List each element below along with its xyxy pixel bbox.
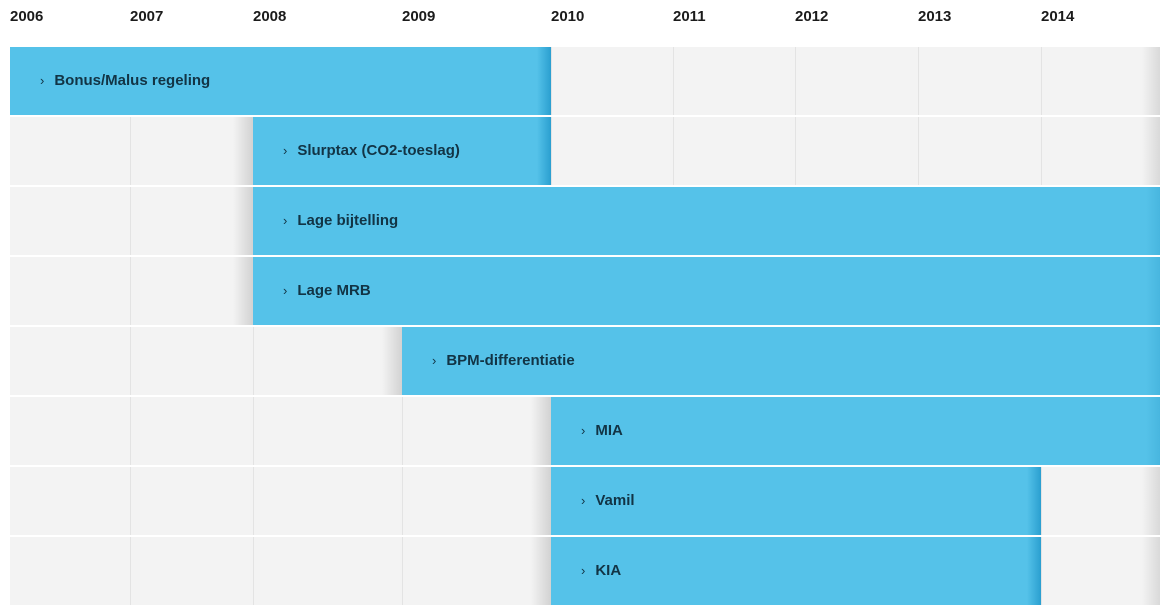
bar-label[interactable]: Lage MRB [283,257,370,325]
timeline-row: KIA [10,537,1160,605]
grid-line [130,327,131,395]
year-label: 2010 [551,8,585,25]
bar-shadow [531,467,551,535]
year-label: 2013 [918,8,952,25]
bar-label[interactable]: KIA [581,537,621,605]
grid-line [551,117,552,185]
grid-line [130,257,131,325]
timeline-bar [253,187,1160,255]
grid-line [402,397,403,465]
bar-shadow [382,327,402,395]
grid-line [1041,47,1042,115]
grid-line [253,537,254,605]
grid-line [130,117,131,185]
grid-line [253,467,254,535]
year-label: 2006 [10,8,44,25]
bar-label[interactable]: Vamil [581,467,634,535]
grid-line [130,467,131,535]
timeline-row: Lage MRB [10,257,1160,325]
grid-line [795,47,796,115]
grid-line [673,47,674,115]
grid-line [1041,537,1042,605]
bar-shadow [233,117,253,185]
year-label: 2008 [253,8,287,25]
row-fade [1142,47,1160,115]
row-fade [1142,117,1160,185]
timeline-row: Vamil [10,467,1160,535]
bar-shadow [233,187,253,255]
grid-line [402,537,403,605]
grid-line [1041,467,1042,535]
grid-line [130,537,131,605]
bar-label[interactable]: Slurptax (CO2-toeslag) [283,117,460,185]
grid-line [253,327,254,395]
grid-line [402,467,403,535]
timeline-bar [551,537,1041,605]
timeline-row: BPM-differentiatie [10,327,1160,395]
timeline-bar [253,257,1160,325]
year-label: 2012 [795,8,829,25]
grid-line [551,47,552,115]
row-fade [1142,467,1160,535]
bar-label[interactable]: Bonus/Malus regeling [40,47,210,115]
year-label: 2014 [1041,8,1075,25]
bar-shadow [233,257,253,325]
grid-line [795,117,796,185]
bar-shadow [531,537,551,605]
bar-label[interactable]: MIA [581,397,623,465]
grid-line [673,117,674,185]
grid-line [130,397,131,465]
bar-label[interactable]: Lage bijtelling [283,187,398,255]
bar-shadow [531,397,551,465]
grid-line [1041,117,1042,185]
year-label: 2007 [130,8,164,25]
timeline-row: Slurptax (CO2-toeslag) [10,117,1160,185]
year-label: 2011 [673,8,706,25]
grid-line [130,187,131,255]
grid-line [918,47,919,115]
row-fade [1142,537,1160,605]
timeline-row: MIA [10,397,1160,465]
grid-line [253,397,254,465]
grid-line [918,117,919,185]
timeline-row: Lage bijtelling [10,187,1160,255]
timeline-row: Bonus/Malus regeling [10,47,1160,115]
timeline-bar [551,397,1160,465]
bar-label[interactable]: BPM-differentiatie [432,327,574,395]
year-label: 2009 [402,8,436,25]
